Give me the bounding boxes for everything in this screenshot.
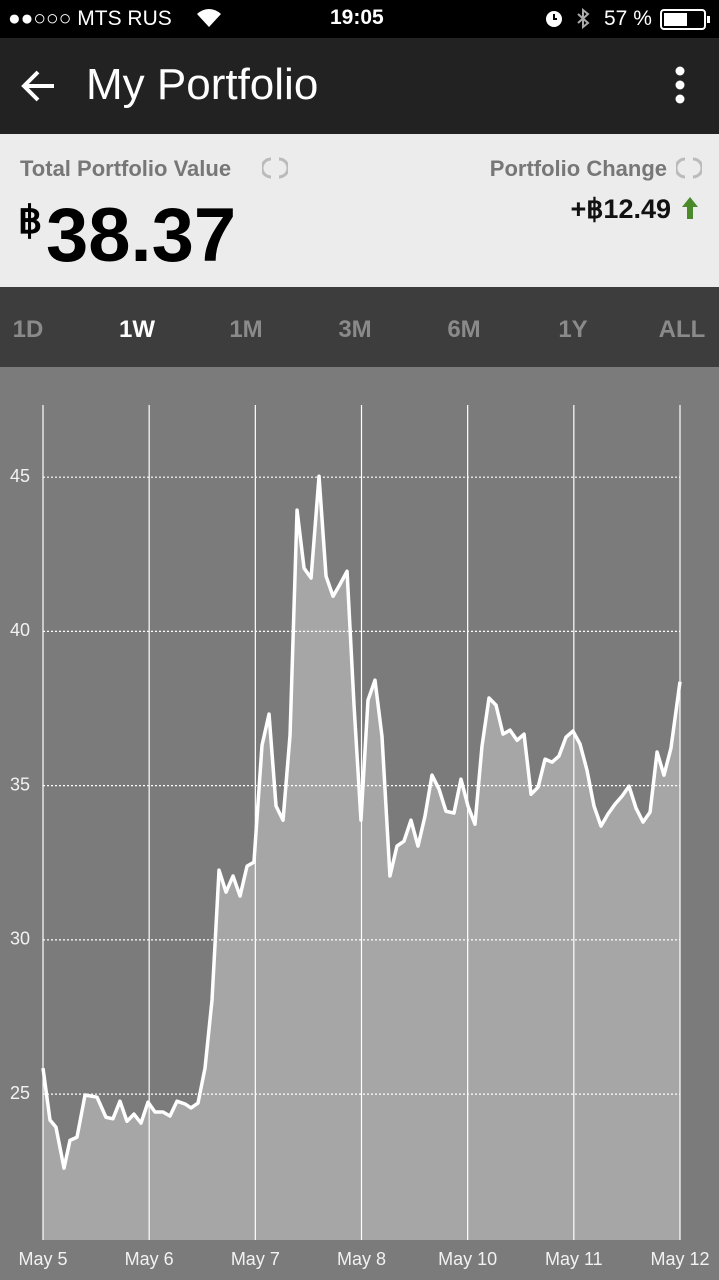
range-tab[interactable]: 1D [12, 316, 44, 343]
x-tick-label: May 12 [650, 1249, 709, 1269]
range-tab[interactable]: 1Y [558, 316, 588, 343]
y-tick-label: 25 [10, 1083, 30, 1103]
change-value: +฿12.49 [570, 194, 671, 224]
range-tab[interactable]: 1W [119, 316, 155, 343]
status-bar: ●●○○○ MTS RUS 19:05 57 % [0, 0, 719, 38]
range-tab[interactable]: ALL [658, 316, 706, 343]
refresh-icon[interactable] [262, 156, 288, 180]
x-tick-label: May 5 [18, 1249, 67, 1269]
y-tick-label: 45 [10, 466, 30, 486]
y-tick-label: 35 [10, 774, 30, 794]
app-bar: My Portfolio [0, 38, 719, 134]
page-title: My Portfolio [86, 60, 319, 109]
battery-level: 57 % [604, 7, 652, 30]
x-tick-label: May 6 [125, 1249, 174, 1269]
currency-symbol: ฿ [18, 200, 43, 242]
clock: 19:05 [330, 6, 384, 29]
wifi-icon [197, 9, 221, 27]
carrier: ●●○○○ MTS RUS [8, 7, 172, 30]
total-label: Total Portfolio Value [20, 156, 232, 181]
x-tick-label: May 8 [337, 1249, 386, 1269]
y-tick-label: 40 [10, 620, 30, 640]
range-tab[interactable]: 1M [229, 316, 263, 343]
menu-button[interactable] [672, 64, 688, 108]
battery-icon [660, 9, 710, 30]
total-value: 38.37 [46, 193, 237, 278]
refresh-icon[interactable] [676, 156, 702, 180]
back-button[interactable] [20, 68, 58, 104]
up-arrow [682, 197, 698, 219]
range-tab[interactable]: 6M [447, 316, 481, 343]
range-tab[interactable]: 3M [338, 316, 372, 343]
range-tabs: 1D 1W 1M 3M 6M 1Y ALL [0, 287, 719, 367]
status-icons [546, 8, 590, 30]
x-tick-label: May 11 [545, 1249, 603, 1269]
y-tick-label: 30 [10, 929, 30, 949]
summary-panel: Total Portfolio Value ฿ 38.37 Portfolio … [0, 134, 719, 287]
chart: May 5 May 6 May 7 May 8 May 10 May 11 May 12 25… [0, 367, 719, 1280]
x-tick-label: May 10 [438, 1249, 497, 1269]
value-line [41, 474, 682, 1170]
change-label: Portfolio Change [489, 156, 667, 181]
x-tick-label: May 7 [231, 1249, 280, 1269]
